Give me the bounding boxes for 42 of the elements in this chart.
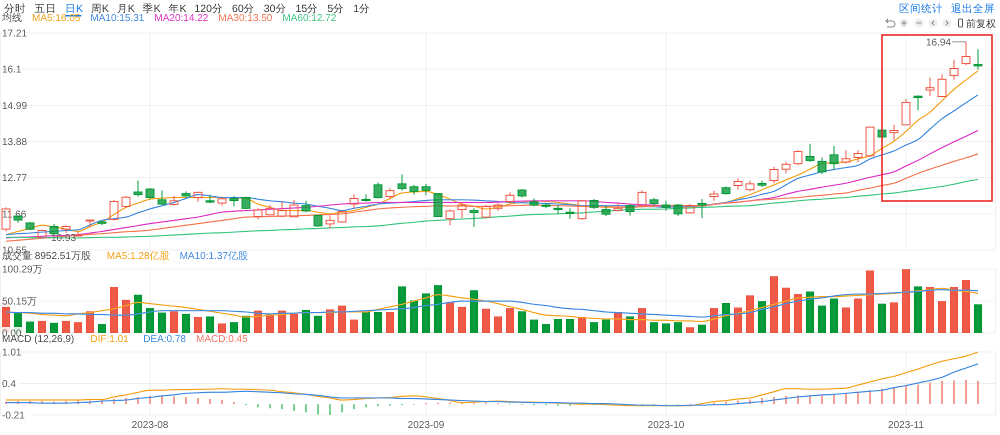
text: 月K — [116, 3, 135, 15]
y-tick-label: 1.01 — [2, 348, 22, 358]
text: 季K — [142, 2, 161, 15]
x-tick-label: 2023-09 — [408, 420, 445, 431]
y-tick-label: 16.1 — [2, 64, 22, 76]
text: MA10:1.37亿股 — [180, 251, 248, 262]
y-tick-label: 50.15万 — [2, 296, 38, 308]
x-tick-label: 2023-10 — [648, 420, 685, 431]
text: 区间统计 — [899, 2, 943, 15]
y-tick-label: 14.99 — [2, 100, 28, 112]
x-tick-label: 2023-08 — [132, 420, 169, 431]
text: MA10:15.31 — [90, 13, 145, 24]
text: MACD:0.45 — [196, 334, 248, 345]
text: DIF:1.01 — [90, 334, 130, 345]
text: MA60:12.72 — [282, 13, 337, 24]
chart-title: MACD (12,26,9) — [2, 334, 74, 345]
text: 1分 — [353, 3, 370, 15]
y-tick-label: 12.77 — [2, 173, 28, 184]
y-tick-label: 17.21 — [2, 28, 28, 40]
text: 五日 — [34, 3, 56, 15]
text: 周K — [90, 3, 109, 15]
text: 5分 — [327, 3, 344, 15]
text: MA20:14.22 — [154, 13, 209, 24]
text: 30分 — [264, 3, 286, 15]
text: 前复权 — [966, 18, 996, 30]
text: MA30:13.50 — [218, 13, 273, 24]
text: MA5:1.28亿股 — [106, 251, 170, 262]
text: 60分 — [232, 3, 255, 15]
y-tick-label: 0.4 — [2, 379, 16, 390]
x-tick-label: 2023-11 — [888, 420, 924, 431]
text: 日K — [65, 3, 84, 15]
y-tick-label: 100.29万 — [2, 264, 43, 276]
text: DEA:0.78 — [143, 334, 186, 345]
legend-title: 均线 — [1, 12, 22, 24]
text: 15分 — [296, 3, 318, 15]
text: 120分 — [194, 3, 223, 15]
text: MA5:16.05 — [32, 13, 81, 24]
text: 年K — [168, 3, 187, 15]
text: 退出全屏 — [951, 2, 995, 15]
y-tick-label: -0.21 — [2, 410, 26, 422]
y-tick-label: 13.88 — [2, 137, 28, 148]
annotation: 16.94 — [926, 37, 952, 48]
